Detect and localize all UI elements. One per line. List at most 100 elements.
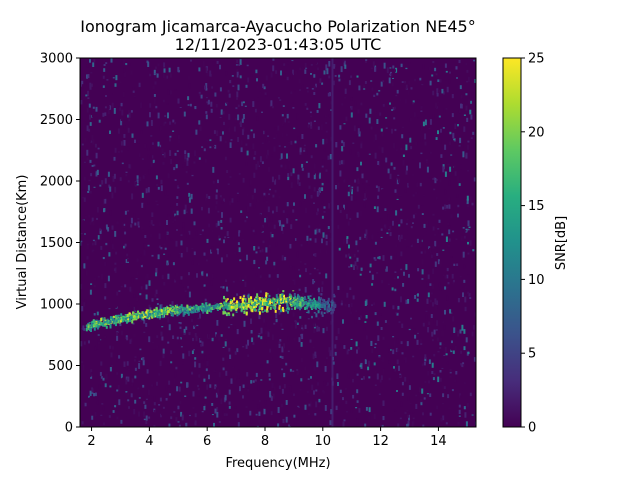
noise-cell	[195, 336, 198, 342]
noise-cell	[259, 213, 262, 217]
noise-cell	[310, 73, 312, 75]
noise-cell	[136, 258, 139, 262]
noise-cell	[180, 240, 183, 246]
noise-cell	[459, 395, 462, 398]
noise-cell	[143, 319, 146, 324]
noise-cell	[256, 199, 259, 202]
echo-cell	[105, 320, 108, 323]
noise-cell	[202, 375, 205, 381]
noise-cell	[189, 418, 192, 425]
noise-cell	[407, 413, 410, 418]
noise-cell	[82, 364, 85, 371]
noise-cell	[435, 227, 437, 229]
noise-cell	[306, 405, 309, 411]
noise-cell	[420, 343, 423, 345]
noise-cell	[258, 419, 261, 424]
echo-cell	[326, 308, 329, 312]
noise-cell	[89, 159, 92, 163]
noise-cell	[184, 395, 187, 397]
noise-cell	[115, 251, 118, 255]
noise-cell	[391, 287, 394, 291]
noise-cell	[461, 364, 464, 368]
echo-cell	[235, 311, 238, 313]
noise-cell	[310, 401, 312, 408]
noise-cell	[308, 413, 310, 416]
echo-cell	[144, 313, 147, 316]
noise-cell	[337, 205, 339, 210]
echo-cell	[126, 317, 129, 319]
noise-cell	[357, 152, 360, 158]
noise-cell	[170, 238, 173, 241]
noise-cell	[363, 88, 366, 90]
noise-cell	[409, 403, 412, 405]
noise-cell	[204, 198, 207, 201]
echo-cell	[242, 305, 245, 308]
echo-cell	[122, 317, 125, 320]
noise-cell	[140, 226, 143, 230]
noise-cell	[390, 255, 393, 260]
noise-cell	[369, 108, 372, 114]
noise-cell	[429, 299, 432, 303]
echo-cell	[103, 321, 106, 323]
echo-cell	[256, 296, 258, 300]
noise-cell	[181, 414, 184, 421]
noise-cell	[178, 424, 181, 427]
echo-cell	[96, 326, 99, 330]
noise-cell	[446, 86, 449, 93]
noise-cell	[323, 381, 326, 386]
noise-cell	[374, 111, 377, 114]
noise-cell	[434, 234, 436, 236]
noise-cell	[93, 396, 96, 399]
noise-cell	[467, 202, 470, 208]
noise-cell	[230, 378, 233, 384]
noise-cell	[307, 318, 310, 320]
noise-cell	[378, 256, 381, 260]
noise-cell	[275, 312, 278, 319]
noise-cell	[396, 178, 399, 185]
noise-cell	[397, 276, 399, 279]
echo-cell	[216, 309, 219, 311]
noise-cell	[225, 102, 228, 106]
noise-cell	[152, 108, 155, 112]
noise-cell	[121, 222, 124, 228]
noise-cell	[378, 356, 381, 358]
noise-cell	[301, 134, 304, 139]
echo-cell	[288, 293, 291, 297]
noise-cell	[254, 150, 257, 155]
noise-cell	[286, 218, 289, 224]
echo-cell	[256, 293, 259, 297]
noise-cell	[337, 285, 340, 290]
noise-cell	[354, 100, 357, 107]
noise-cell	[276, 274, 279, 278]
noise-cell	[420, 137, 423, 143]
noise-cell	[183, 209, 186, 215]
noise-cell	[94, 143, 97, 148]
echo-cell	[264, 298, 267, 302]
noise-cell	[240, 210, 243, 213]
noise-cell	[108, 415, 111, 418]
noise-cell	[285, 416, 288, 423]
noise-cell	[344, 97, 347, 99]
noise-cell	[82, 189, 85, 191]
noise-cell	[144, 327, 146, 332]
noise-cell	[119, 107, 122, 112]
noise-cell	[104, 383, 107, 388]
noise-cell	[459, 393, 461, 398]
noise-cell	[270, 216, 273, 222]
echo-cell	[172, 309, 175, 312]
noise-cell	[139, 348, 142, 351]
echo-cell	[203, 308, 206, 312]
echo-cell	[279, 294, 282, 296]
noise-cell	[389, 173, 392, 180]
noise-cell	[462, 251, 465, 258]
noise-cell	[91, 242, 94, 246]
noise-cell	[422, 64, 425, 69]
noise-cell	[84, 137, 87, 143]
echo-cell	[124, 319, 127, 322]
noise-cell	[371, 234, 374, 240]
noise-cell	[103, 422, 105, 426]
noise-cell	[120, 373, 123, 379]
noise-cell	[141, 396, 144, 398]
noise-cell	[341, 103, 344, 106]
noise-cell	[94, 240, 97, 246]
